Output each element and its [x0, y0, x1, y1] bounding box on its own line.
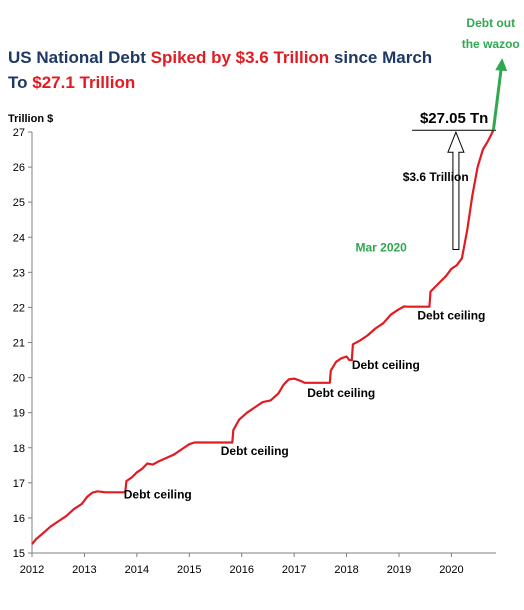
annotation-debt-ceiling: Debt ceiling: [124, 488, 192, 502]
annotation-the-wazoo: the wazoo: [462, 37, 520, 51]
x-tick-label: 2020: [439, 564, 463, 576]
title-part-to: To: [8, 73, 33, 92]
y-tick-label: 24: [13, 232, 25, 244]
y-tick-label: 18: [13, 443, 25, 455]
x-tick-label: 2016: [229, 564, 253, 576]
x-tick-label: 2013: [72, 564, 96, 576]
x-tick-label: 2018: [334, 564, 358, 576]
y-tick-label: 26: [13, 162, 25, 174]
y-tick-label: 19: [13, 408, 25, 420]
annotation-mar-2020: Mar 2020: [355, 240, 407, 254]
x-tick-label: 2019: [387, 564, 411, 576]
y-tick-label: 25: [13, 197, 25, 209]
wazoo-arrow-head: [495, 58, 508, 72]
annotation-debt-ceiling: Debt ceiling: [221, 444, 289, 458]
x-tick-label: 2012: [20, 564, 44, 576]
y-tick-label: 23: [13, 267, 25, 279]
annotation-debt-ceiling: Debt ceiling: [352, 358, 420, 372]
x-tick-label: 2017: [282, 564, 306, 576]
annotation-debt-ceiling: Debt ceiling: [417, 309, 485, 323]
x-tick-label: 2014: [125, 564, 149, 576]
y-tick-label: 20: [13, 373, 25, 385]
title-part-since-march: since March: [329, 48, 433, 67]
y-tick-label: 22: [13, 302, 25, 314]
callout-increase-arrow: [447, 130, 465, 251]
wazoo-arrow-shaft: [491, 67, 503, 131]
chart-title-line-1: US National Debt Spiked by $3.6 Trillion…: [8, 48, 432, 68]
title-part-spiked: Spiked by $3.6 Trillion: [150, 48, 330, 67]
annotation-debt-ceiling: Debt ceiling: [307, 386, 375, 400]
title-part-us-national-debt: US National Debt: [8, 48, 151, 67]
y-tick-label: 15: [13, 548, 25, 560]
annotation-debt-out: Debt out: [466, 16, 515, 30]
y-axis-label: Trillion $: [8, 113, 53, 125]
y-tick-label: 21: [13, 338, 25, 350]
x-tick-label: 2015: [177, 564, 201, 576]
y-tick-label: 17: [13, 478, 25, 490]
y-tick-label: 27: [13, 127, 25, 139]
annotation-3-6-trillion: $3.6 Trillion: [403, 170, 469, 184]
debt-series-line: [31, 129, 495, 545]
annotation-27-05-tn: $27.05 Tn: [420, 110, 488, 127]
title-part-27-trillion: $27.1 Trillion: [32, 73, 136, 92]
y-tick-label: 16: [13, 513, 25, 525]
chart-title-line-2: To $27.1 Trillion: [8, 73, 135, 93]
